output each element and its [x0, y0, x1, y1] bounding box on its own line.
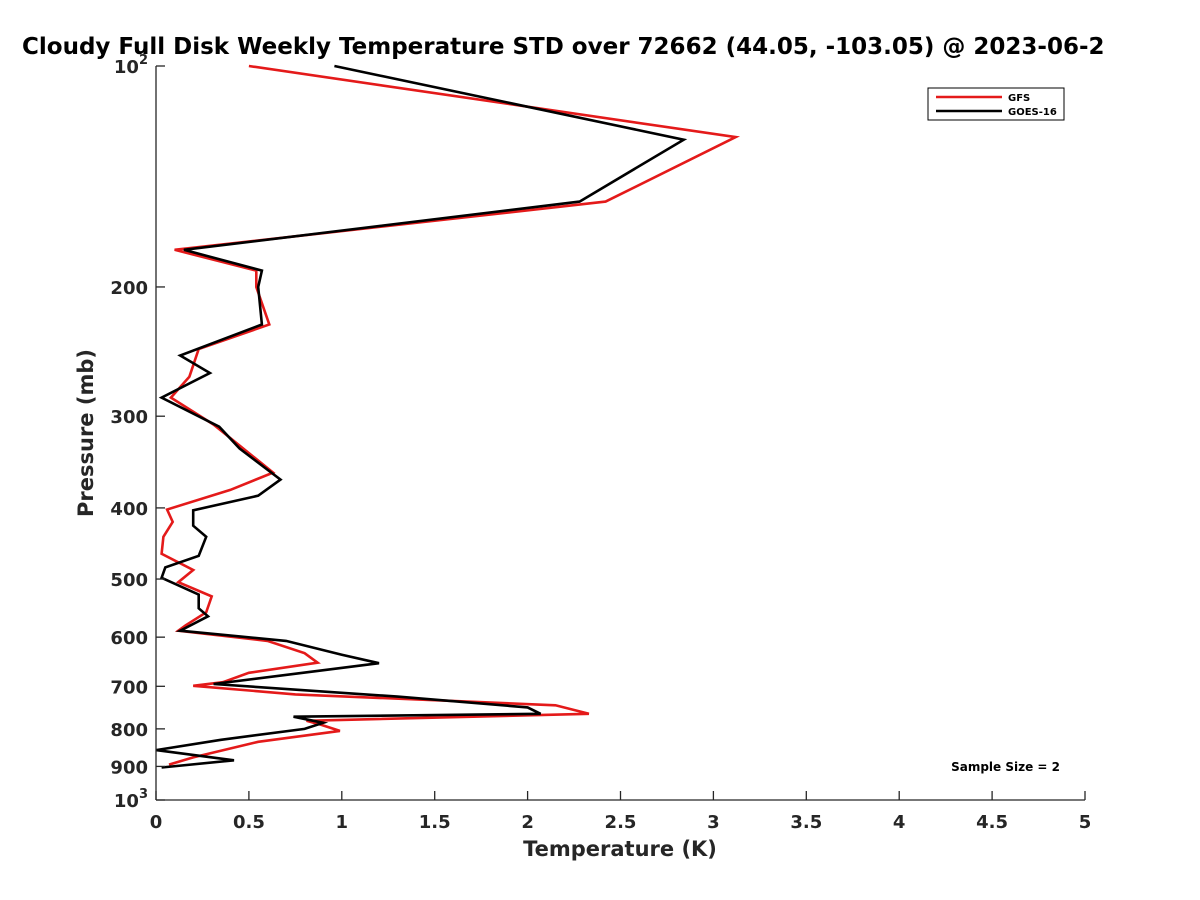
x-tick-label: 0 — [150, 812, 163, 833]
x-tick-label: 4 — [893, 812, 906, 833]
y-tick-label: 300 — [110, 407, 148, 428]
x-tick-label: 1 — [336, 812, 349, 833]
chart-title: Cloudy Full Disk Weekly Temperature STD … — [22, 34, 1105, 60]
legend-box — [927, 87, 1065, 121]
series-line-gfs — [160, 64, 741, 766]
x-tick-label: 2 — [521, 812, 534, 833]
y-axis-label: Pressure (mb) — [74, 349, 98, 517]
series-line-goes-16 — [155, 64, 688, 769]
legend: GFS GOES-16 — [927, 87, 1065, 121]
y-tick-label: 400 — [110, 499, 148, 520]
y-tick-label: 700 — [110, 677, 148, 698]
x-tick-label: 3 — [707, 812, 720, 833]
x-tick-label: 5 — [1079, 812, 1092, 833]
x-tick-label: 1.5 — [419, 812, 451, 833]
x-tick-label: 2.5 — [605, 812, 637, 833]
legend-label-goes-16: GOES-16 — [1008, 107, 1057, 118]
x-axis-label: Temperature (K) — [523, 837, 717, 861]
y-tick-label: 200 — [110, 278, 148, 299]
y-tick-label: 103 — [114, 787, 148, 812]
x-tick-label: 4.5 — [976, 812, 1008, 833]
x-tick-label: 3.5 — [790, 812, 822, 833]
y-tick-label: 500 — [110, 570, 148, 591]
y-tick-label: 600 — [110, 628, 148, 649]
legend-label-gfs: GFS — [1008, 93, 1030, 104]
x-tick-label: 0.5 — [233, 812, 265, 833]
plot-series — [155, 64, 741, 769]
y-tick-label: 800 — [110, 720, 148, 741]
sample-size-annotation: Sample Size = 2 — [951, 760, 1060, 774]
x-axis-ticks: 0 0.5 1 1.5 2 2.5 3 3.5 4 4.5 5 — [150, 791, 1092, 833]
y-axis-ticks: 102 200 300 400 500 600 700 800 900 103 — [110, 53, 165, 812]
y-tick-label: 900 — [110, 757, 148, 778]
y-tick-label: 102 — [114, 53, 148, 78]
